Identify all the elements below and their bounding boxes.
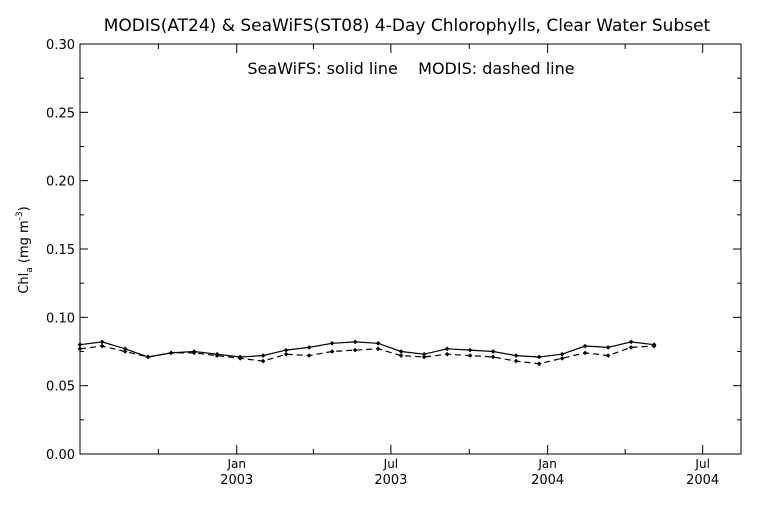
modis-data-point (145, 354, 151, 360)
x-tick-label-year: 2003 (374, 473, 407, 488)
modis-data-point (513, 358, 519, 364)
y-tick-label: 0.10 (46, 311, 75, 326)
modis-series-line (79, 345, 655, 365)
seawifs-data-point (77, 342, 83, 347)
seawifs-series-line (79, 341, 655, 358)
seawifs-data-point (283, 347, 289, 353)
modis-data-point (99, 343, 105, 349)
seawifs-data-point (99, 339, 105, 345)
modis-data-point (582, 350, 588, 356)
x-tick-label-year: 2004 (686, 473, 719, 488)
y-axis-label: Chla (mg m-3) (15, 206, 35, 293)
modis-data-point (421, 354, 427, 360)
x-tick-label-month: Jan (226, 457, 246, 471)
seawifs-data-point (628, 339, 634, 345)
seawifs-data-point (398, 349, 404, 354)
y-axis-label-unit: (mg m (17, 220, 32, 263)
seawifs-data-point (421, 351, 427, 357)
seawifs-data-point (605, 345, 611, 350)
x-tick-label-year: 2004 (531, 473, 564, 488)
modis-data-point (260, 358, 266, 364)
y-tick-label: 0.15 (46, 243, 75, 258)
modis-data-point (628, 345, 634, 350)
seawifs-data-point (513, 353, 519, 358)
y-axis-label-close: ) (17, 206, 32, 211)
seawifs-data-point (467, 347, 473, 353)
y-tick-label: 0.25 (46, 106, 75, 121)
seawifs-data-point (375, 341, 381, 346)
y-tick-label: 0.20 (46, 175, 75, 190)
seawifs-data-point (582, 343, 588, 349)
series-layer (77, 339, 657, 367)
modis-data-point (398, 353, 404, 358)
y-ticks: 0.00 0.05 0.10 0.15 0.20 0.25 0.30 (46, 38, 741, 463)
y-tick-label: 0.05 (46, 380, 75, 395)
modis-data-point (490, 354, 496, 360)
modis-data-point (283, 351, 289, 357)
seawifs-data-point (352, 339, 358, 345)
seawifs-data-point (260, 353, 266, 358)
modis-data-point (559, 356, 565, 361)
modis-data-point (237, 356, 243, 361)
legend-annotation: SeaWiFS: solid line MODIS: dashed line (247, 59, 574, 78)
modis-data-point (375, 346, 381, 352)
modis-data-point (605, 353, 611, 358)
x-tick-label-year: 2003 (220, 473, 253, 488)
y-axis-label-exp: -3 (15, 211, 25, 220)
modis-data-point (536, 361, 542, 367)
x-ticks: Jan 2003 Jul 2003 Jan 2004 Jul 2004 (157, 44, 719, 488)
modis-data-point (168, 350, 174, 356)
modis-data-point (191, 350, 197, 356)
seawifs-data-point (536, 354, 542, 360)
seawifs-data-point (122, 346, 128, 352)
seawifs-data-point (329, 341, 335, 346)
seawifs-data-point (306, 345, 312, 350)
plot-frame (79, 43, 742, 455)
x-tick-label-month: Jan (537, 457, 557, 471)
seawifs-data-point (559, 351, 565, 357)
y-axis-label-sub: a (25, 267, 35, 273)
modis-data-point (214, 353, 220, 358)
modis-data-point (444, 351, 450, 357)
modis-data-point (306, 353, 312, 358)
y-axis-label-main: Chl (17, 273, 32, 294)
modis-data-point (122, 349, 128, 354)
y-tick-label: 0.00 (46, 448, 75, 463)
modis-data-point (77, 346, 83, 352)
modis-data-point (352, 347, 358, 353)
modis-data-point (467, 353, 473, 358)
x-tick-label-month: Jul (694, 457, 709, 471)
x-tick-label-month: Jul (383, 457, 398, 471)
chart-title: MODIS(AT24) & SeaWiFS(ST08) 4-Day Chloro… (104, 16, 711, 36)
y-tick-label: 0.30 (46, 38, 75, 53)
seawifs-data-point (490, 349, 496, 354)
modis-data-point (651, 343, 657, 349)
modis-data-point (329, 349, 335, 354)
svg-text:Chla (mg m-3): Chla (mg m-3) (15, 206, 35, 293)
seawifs-data-point (444, 346, 450, 352)
